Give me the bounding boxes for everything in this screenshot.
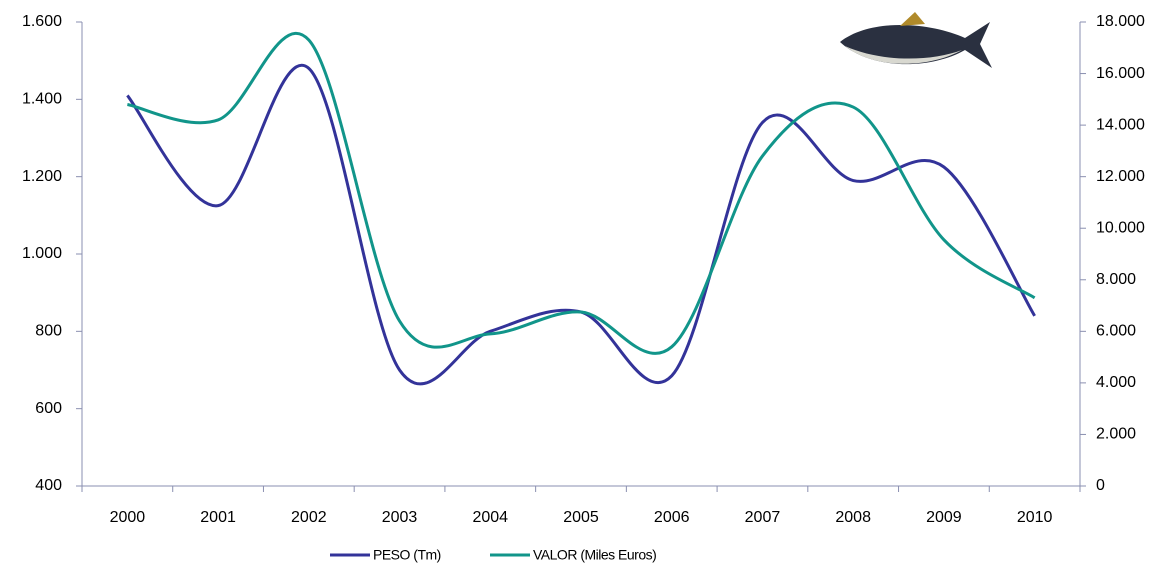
x-tick-label: 2004 [472, 509, 508, 526]
x-tick-label: 2009 [926, 509, 962, 526]
y-tick-label: 600 [35, 400, 62, 417]
y2-tick-label: 2.000 [1096, 426, 1136, 443]
x-tick-label: 2001 [200, 509, 236, 526]
x-tick-label: 2007 [745, 509, 781, 526]
legend-label: PESO (Tm) [373, 547, 441, 563]
y-tick-label: 1.400 [22, 91, 62, 108]
y-tick-label: 1.200 [22, 168, 62, 185]
y-tick-label: 1.600 [22, 13, 62, 30]
y2-tick-label: 0 [1096, 477, 1105, 494]
y2-tick-label: 4.000 [1096, 374, 1136, 391]
x-tick-label: 2010 [1017, 509, 1053, 526]
y2-tick-label: 8.000 [1096, 271, 1136, 288]
y2-tick-label: 16.000 [1096, 65, 1145, 82]
legend-label: VALOR (Miles Euros) [533, 547, 656, 563]
x-tick-label: 2000 [110, 509, 146, 526]
y2-tick-label: 10.000 [1096, 219, 1145, 236]
y2-tick-label: 18.000 [1096, 13, 1145, 30]
x-tick-label: 2008 [835, 509, 871, 526]
series-line [127, 31, 1036, 355]
x-tick-label: 2005 [563, 509, 599, 526]
y-tick-label: 400 [35, 477, 62, 494]
y-tick-label: 1.000 [22, 245, 62, 262]
fish-icon [840, 12, 992, 68]
y2-tick-label: 6.000 [1096, 323, 1136, 340]
x-tick-label: 2003 [382, 509, 418, 526]
x-tick-label: 2002 [291, 509, 327, 526]
y-tick-label: 800 [35, 323, 62, 340]
x-tick-label: 2006 [654, 509, 690, 526]
y2-tick-label: 12.000 [1096, 168, 1145, 185]
series-line [126, 63, 1036, 386]
y2-tick-label: 14.000 [1096, 116, 1145, 133]
